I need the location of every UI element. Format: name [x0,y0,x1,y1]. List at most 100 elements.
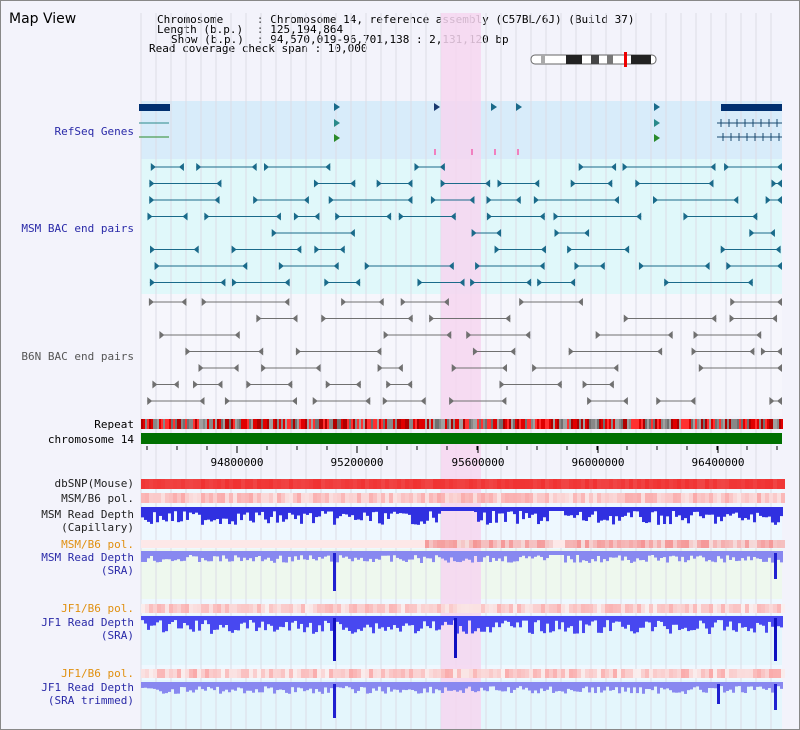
pol-cell [765,493,769,503]
b6n-bac-end [397,364,403,372]
jf1-pol-cell [261,604,265,613]
repeat-block [581,419,583,429]
msm-sra-depth-bar [729,551,732,560]
repeat-block [167,419,169,429]
msm-sra-depth-bar [315,551,318,561]
msm-cap-depth-bar [210,507,213,522]
jf1-trim-depth-bar [744,682,747,694]
jf1-trim-pol-cell [493,669,497,678]
msm-cap-depth-bar [321,507,324,512]
dbsnp-cell [621,479,625,489]
msm-sra-pol-cell [617,540,621,548]
track-label-msm-bac[interactable]: MSM BAC end pairs [21,222,134,235]
jf1-pol-cell [709,604,713,613]
msm-cap-depth-bar [198,507,201,515]
msm-sra-depth-bar [672,551,675,556]
dbsnp-cell [649,479,653,489]
jf1-trim-depth-bar [165,682,168,694]
repeat-block [207,419,209,429]
jf1-trim-depth-bar [615,682,618,688]
repeat-block [637,419,639,429]
msm-sra-depth-bar [300,551,303,556]
pol-cell [281,493,285,503]
b6n-bac-end [377,364,383,372]
jf1-pol-cell [717,604,721,613]
jf1-pol-cell [765,604,769,613]
jf1-trim-pol-cell [357,669,361,678]
jf1-trim-pol-cell [337,669,341,678]
msm-cap-depth-bar [327,507,330,512]
jf1-trim-depth-bar [534,682,537,691]
jf1-trim-depth-bar [441,682,444,693]
msm-cap-depth-bar [165,507,168,522]
track-label-b6n-bac[interactable]: B6N BAC end pairs [21,350,134,363]
msm-cap-depth-bar [777,507,780,523]
track-label-refseq[interactable]: RefSeq Genes [54,125,134,138]
b6n-bac-end [568,347,574,356]
jf1-pol-cell [465,604,469,613]
msm-cap-depth-bar [603,507,606,520]
msm-sra-depth-bar [282,551,285,563]
jf1-pol-cell [629,604,633,613]
dbsnp-cell [513,479,517,489]
jf1-trim-depth-bar [705,682,708,693]
msm-cap-depth-bar [264,507,267,520]
jf1-pol-cell [705,604,709,613]
msm-sra-pol-cell [477,540,481,548]
pol-cell [649,493,653,503]
jf1-trim-depth-bar [168,682,171,692]
repeat-block [665,419,667,429]
msm-bac-end [313,179,319,188]
repeat-block [433,419,435,429]
jf1-trim-depth-bar [606,682,609,687]
repeat-block [651,419,653,429]
msm-sra-depth-bar [183,551,186,561]
jf1-trim-depth-bar [498,682,501,691]
repeat-block [765,419,767,429]
repeat-block [643,419,645,429]
jf1-trim-pol-cell [585,669,589,678]
repeat-block [159,419,161,429]
repeat-block [471,419,473,429]
msm-sra-depth-bar [378,551,381,560]
pol-cell [761,493,765,503]
repeat-block [183,419,185,429]
msm-sra-pol-cell [557,540,561,548]
jf1-depth-bar [600,616,603,633]
msm-bac-end [777,262,782,270]
jf1-trim-depth-bar [207,682,210,687]
jf1-trim-pol-cell [661,669,665,678]
jf1-trim-depth-bar [573,682,576,692]
msm-sra-depth-bar [726,551,729,556]
jf1-depth-bar [576,616,579,634]
repeat-block [459,419,461,429]
msm-bac-end [293,212,299,221]
jf1-depth-bar [252,616,255,623]
pol-cell [317,493,321,503]
msm-bac-end [324,278,330,287]
jf1-depth-bar [456,616,459,634]
jf1-trim-pol-cell [433,669,437,678]
jf1-trim-pol-cell [309,669,313,678]
jf1-trim-depth-bar [507,682,510,688]
dbsnp-cell [449,479,453,489]
repeat-block [599,419,601,429]
jf1-trim-pol-cell [193,669,197,678]
msm-sra-pol-cell [765,540,769,548]
b6n-bac-end [173,380,179,389]
jf1-trim-depth-bar [432,682,435,694]
msm-cap-depth-bar [501,507,504,514]
repeat-block [537,419,539,429]
msm-bac-end [414,163,420,171]
dbsnp-cell [465,479,469,489]
msm-cap-depth-bar [291,507,294,515]
msm-sra-depth-bar [270,551,273,561]
dbsnp-cell [525,479,529,489]
jf1-trim-depth-bar [423,682,426,689]
msm-sra-pol-cell [545,540,549,548]
jf1-trim-depth-bar [546,682,549,690]
jf1-depth-bar [780,616,783,628]
msm-bac-end [214,196,220,204]
repeat-block [195,419,197,429]
msm-cap-depth-bar [720,507,723,522]
